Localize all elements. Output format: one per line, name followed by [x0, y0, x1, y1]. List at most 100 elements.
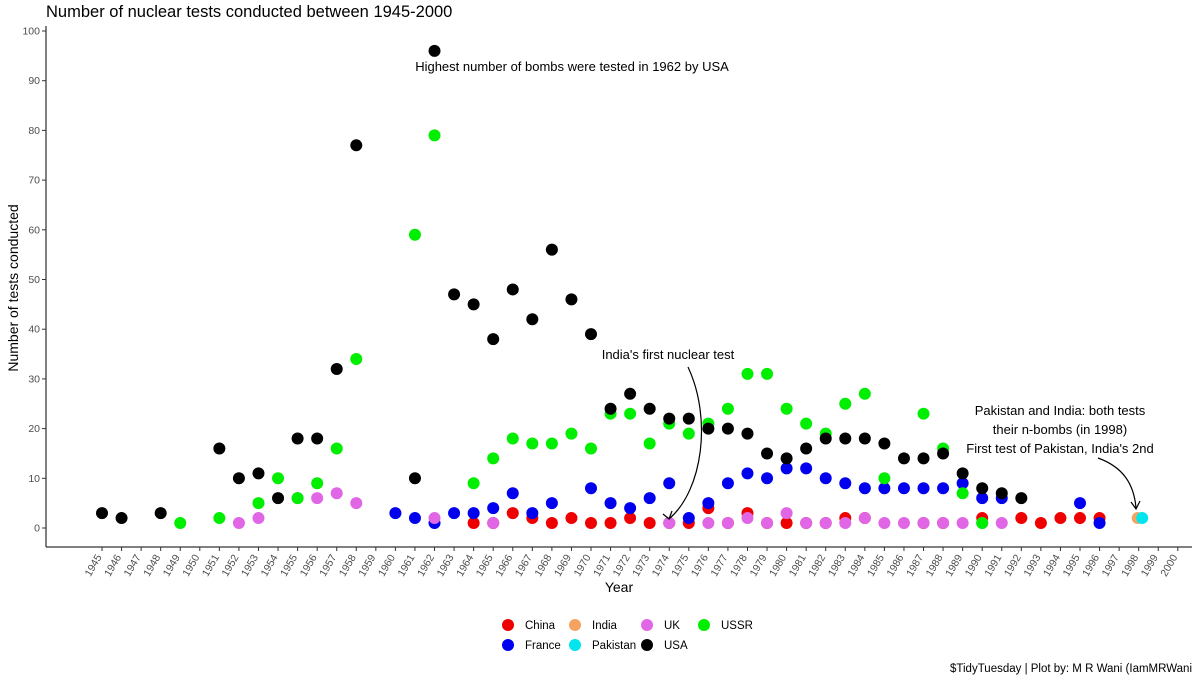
data-point-uk	[428, 512, 441, 525]
x-tick-label: 1992	[1002, 552, 1024, 578]
x-tick-label: 1985	[865, 552, 887, 578]
data-point-france	[800, 462, 813, 475]
y-axis-title: Number of tests conducted	[5, 204, 21, 371]
data-point-usa	[1015, 492, 1028, 505]
data-point-ussr	[839, 397, 852, 410]
data-point-usa	[428, 44, 441, 57]
data-point-uk	[819, 517, 832, 530]
data-point-usa	[780, 452, 793, 465]
data-point-france	[585, 482, 597, 495]
x-tick-label: 1975	[669, 552, 691, 578]
data-point-france	[819, 472, 832, 485]
x-tick-label: 1997	[1100, 552, 1122, 578]
legend-key-india	[569, 619, 581, 631]
data-point-uk	[897, 517, 910, 530]
data-point-france	[467, 507, 480, 520]
data-point-usa	[858, 432, 871, 445]
x-tick-label: 1986	[884, 552, 906, 578]
data-point-ussr	[741, 367, 754, 380]
y-tick-label: 90	[28, 75, 40, 87]
data-point-uk	[780, 507, 793, 520]
legend-key-france	[502, 639, 514, 651]
data-point-china	[643, 517, 656, 530]
x-tick-label: 1996	[1080, 552, 1102, 578]
data-point-usa	[506, 283, 519, 296]
annotation-arrow-india	[668, 366, 703, 520]
x-tick-label: 1971	[591, 552, 613, 578]
x-tick-label: 1948	[141, 552, 163, 578]
data-point-usa	[878, 437, 891, 450]
x-tick-label: 1978	[728, 552, 750, 578]
data-point-ussr	[624, 407, 637, 420]
legend-key-usa	[641, 639, 653, 651]
data-point-uk	[995, 517, 1008, 530]
x-tick-label: 1974	[650, 552, 672, 578]
legend-label-india: India	[592, 620, 618, 632]
data-point-france	[897, 482, 910, 495]
x-tick-label: 1959	[356, 552, 378, 578]
data-point-france	[1074, 497, 1086, 510]
data-point-france	[389, 507, 402, 520]
x-tick-label: 1989	[943, 552, 965, 578]
data-point-france	[663, 477, 676, 490]
data-point-uk	[350, 497, 363, 510]
x-tick-label: 1999	[1139, 552, 1161, 578]
x-tick-label: 1983	[826, 552, 848, 578]
legend: China France India Pakistan UK USSR USA	[502, 619, 753, 652]
data-point-france	[526, 507, 539, 520]
data-point-usa	[721, 422, 734, 435]
data-point-usa	[565, 293, 578, 306]
legend-label-uk: UK	[664, 620, 680, 632]
data-point-usa	[702, 422, 715, 435]
data-point-usa	[115, 512, 128, 525]
data-point-ussr	[408, 228, 421, 241]
data-point-ussr	[956, 487, 969, 500]
legend-label-ussr: USSR	[721, 620, 753, 632]
plot-caption: $TidyTuesday | Plot by: M R Wani (IamMRW…	[950, 663, 1192, 675]
data-point-usa	[272, 492, 285, 505]
data-point-usa	[897, 452, 910, 465]
data-point-usa	[545, 243, 558, 256]
data-point-ussr	[428, 129, 441, 142]
data-point-china	[467, 517, 480, 530]
data-point-uk	[741, 512, 754, 525]
data-point-ussr	[800, 417, 813, 430]
data-point-uk	[252, 512, 265, 525]
data-point-usa	[741, 427, 754, 440]
x-tick-label: 1960	[376, 552, 398, 578]
data-point-usa	[937, 447, 950, 460]
data-point-china	[624, 512, 637, 525]
data-point-usa	[917, 452, 930, 465]
data-point-ussr	[311, 477, 324, 490]
data-point-ussr	[643, 437, 656, 450]
data-point-ussr	[291, 492, 304, 505]
x-tick-label: 1984	[845, 552, 867, 578]
data-point-ussr	[252, 497, 265, 510]
x-tick-label: 1993	[1021, 552, 1043, 578]
legend-label-france: France	[525, 640, 561, 652]
annotation-india-first-test: India's first nuclear test	[602, 347, 735, 362]
annotations: Highest number of bombs were tested in 1…	[415, 59, 1154, 521]
data-point-pakistan	[1136, 512, 1149, 525]
data-point-ussr	[213, 512, 226, 525]
data-point-usa	[154, 507, 167, 520]
data-point-france	[878, 482, 891, 495]
data-point-france	[624, 502, 637, 515]
data-point-france	[448, 507, 461, 520]
data-point-uk	[917, 517, 930, 530]
data-point-france	[545, 497, 558, 510]
x-tick-label: 1990	[963, 552, 985, 578]
data-point-uk	[937, 517, 950, 530]
data-point-china	[1074, 512, 1086, 525]
data-point-ussr	[487, 452, 500, 465]
data-point-ussr	[878, 472, 891, 485]
data-point-ussr	[682, 427, 695, 440]
data-point-usa	[408, 472, 421, 485]
x-tick-label: 1952	[219, 552, 241, 578]
data-point-usa	[330, 362, 343, 375]
x-tick-label: 1958	[337, 552, 359, 578]
data-point-usa	[585, 328, 597, 341]
data-point-china	[1034, 517, 1047, 530]
data-point-usa	[213, 442, 226, 455]
x-tick-label: 1987	[904, 552, 926, 578]
